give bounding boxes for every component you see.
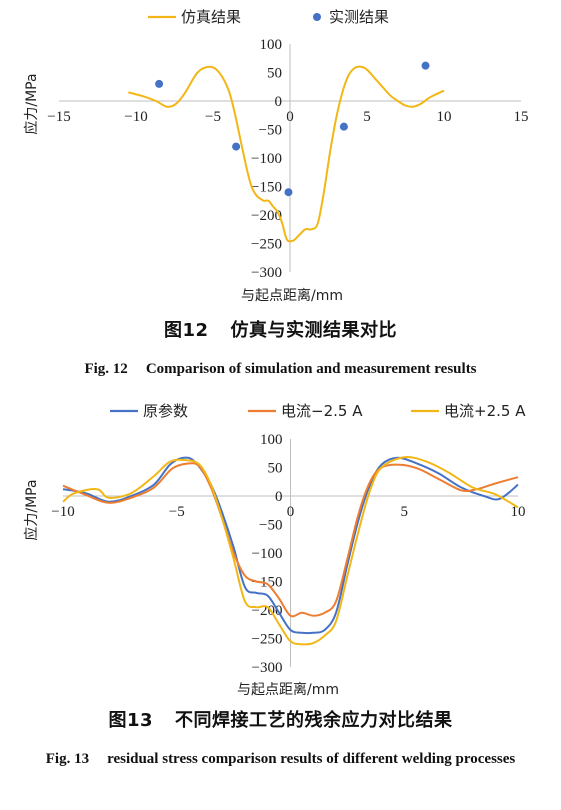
y-tick-label: 100 [260,432,283,448]
chart-figure-13: 原参数 电流−2.5 A 电流+2.5 A−10 −5 0 5 10100500−50−10… [23,402,526,698]
x-tick-label: 0 [286,109,294,125]
x-tick-label: 0 [287,504,295,520]
y-tick-label: −150 [251,180,282,196]
y-tick-label: 0 [275,489,283,505]
x-tick-label: 15 [514,109,529,125]
chart-figure-12: 仿真结果 实测结果−15 −10 −5 0 5 10 15100500−50−100−150−… [23,8,529,304]
y-axis-label: 应力/MPa [23,73,40,134]
legend-item: 电流+2.5 A [411,402,526,420]
y-tick-label: −250 [252,632,283,648]
x-tick-label: 10 [511,504,526,520]
y-tick-label: −50 [259,123,282,139]
y-tick-label: −100 [251,151,282,167]
x-tick-label: 10 [437,109,452,125]
y-tick-label: −150 [252,575,283,591]
y-tick-label: −200 [251,208,282,224]
legend-label: 原参数 [143,402,188,420]
data-point [155,79,164,88]
legend-item: 原参数 [110,402,188,420]
caption-cn-figure-12: 图12 仿真与实测结果对比 [0,316,561,342]
legend-item: 实测结果 [313,8,389,26]
caption-en-number: Fig. 13 [45,751,90,767]
caption-en-number: Fig. 12 [84,361,128,377]
data-point [284,188,293,197]
y-tick-label: −250 [251,237,282,253]
caption-en-figure-13: Fig. 13 residual stress comparison result… [0,746,561,772]
caption-cn-number: 图12 [163,320,209,341]
caption-cn-figure-13: 图13 不同焊接工艺的残余应力对比结果 [0,706,561,732]
x-tick-label: −10 [51,504,74,520]
series-line [128,65,445,243]
y-tick-label: −300 [252,660,283,676]
legend: 原参数 电流−2.5 A 电流+2.5 A [110,402,526,420]
caption-cn-text: 不同焊接工艺的残余应力对比结果 [175,710,453,731]
caption-en-text: Comparison of simulation and measurement… [145,361,477,377]
x-tick-label: 5 [401,504,409,520]
legend-label: 仿真结果 [181,8,241,26]
series-line [62,456,519,646]
caption-cn-number: 图13 [108,710,154,731]
series-line [62,456,519,635]
x-axis-label: 与起点距离/mm [237,681,339,698]
y-tick-label: 100 [260,37,283,53]
y-tick-label: −300 [251,265,282,281]
legend-label: 电流+2.5 A [444,402,526,420]
series-line [62,462,519,618]
caption-en-text: residual stress comparison results of di… [107,751,516,767]
legend-item: 电流−2.5 A [248,402,363,420]
data-point [232,142,241,151]
data-point [339,122,348,131]
legend-marker [313,13,321,21]
x-tick-label: −15 [47,109,70,125]
y-tick-label: −50 [259,518,282,534]
x-tick-label: −5 [169,504,185,520]
legend-item: 仿真结果 [148,8,241,26]
y-tick-label: 50 [267,66,282,82]
y-tick-label: 0 [275,94,283,110]
y-tick-label: 50 [268,461,283,477]
y-tick-label: −100 [252,546,283,562]
data-point [421,61,430,70]
x-tick-label: −5 [205,109,221,125]
caption-en-figure-12: Fig. 12 Comparison of simulation and meas… [0,356,561,382]
y-axis-label: 应力/MPa [23,479,40,540]
legend-label: 电流−2.5 A [281,402,363,420]
x-tick-label: −10 [124,109,147,125]
x-tick-label: 5 [363,109,371,125]
legend: 仿真结果 实测结果 [148,8,389,26]
x-axis-label: 与起点距离/mm [241,287,343,304]
caption-cn-text: 仿真与实测结果对比 [230,320,398,341]
legend-label: 实测结果 [329,8,389,26]
